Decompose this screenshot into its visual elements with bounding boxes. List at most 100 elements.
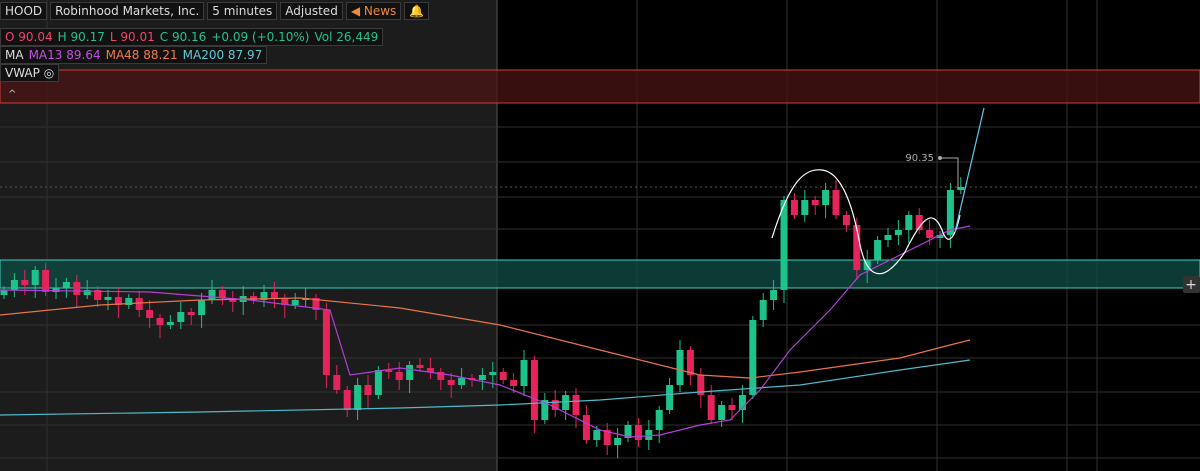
- candle-body: [187, 312, 195, 315]
- candle-body: [62, 282, 70, 288]
- candle-body: [385, 370, 393, 372]
- high: 90.17: [70, 30, 105, 44]
- candle-body: [406, 365, 414, 380]
- candle-body: [749, 320, 757, 395]
- candle-body: [229, 298, 237, 302]
- company: Robinhood Markets, Inc.: [50, 2, 205, 20]
- annotation-dot: [938, 156, 942, 160]
- drawing-curve: [771, 169, 961, 275]
- candle-body: [676, 350, 684, 385]
- resistance-zone: [0, 69, 1200, 104]
- candle-body: [541, 400, 549, 420]
- candle-body: [593, 430, 601, 440]
- ma200-line: [0, 359, 971, 416]
- low: 90.01: [120, 30, 155, 44]
- candle-body: [718, 405, 726, 420]
- quote-row: O 90.04 H 90.17 L 90.01 C 90.16 +0.09 (+…: [0, 28, 384, 46]
- studies-row: MA MA13 89.64 MA48 88.21 MA200 87.97: [0, 46, 268, 64]
- candle-body: [198, 300, 206, 315]
- candle-body: [270, 292, 278, 298]
- candle-body: [73, 282, 81, 295]
- candle-body: [510, 380, 518, 386]
- candle-body: [437, 372, 445, 380]
- candle-body: [21, 280, 29, 285]
- candle-body: [666, 385, 674, 410]
- trend-line: [954, 107, 985, 233]
- candle-body: [936, 235, 944, 238]
- volume: 26,449: [336, 30, 379, 44]
- candle-body: [822, 190, 830, 205]
- candle-body: [603, 430, 611, 445]
- open-label: O: [5, 30, 15, 44]
- candle-body: [707, 395, 715, 420]
- candle-body: [458, 378, 466, 385]
- candle-body: [894, 230, 902, 235]
- candle-body: [572, 395, 580, 415]
- candle-body: [489, 372, 497, 375]
- support-zone: [0, 259, 1200, 289]
- candle-body: [697, 375, 705, 395]
- ma-study[interactable]: MA MA13 89.64 MA48 88.21 MA200 87.97: [0, 46, 268, 64]
- candle-body: [135, 298, 143, 310]
- news-button[interactable]: ◀ News: [345, 2, 402, 20]
- ma-label: MA: [5, 48, 24, 62]
- interval[interactable]: 5 minutes: [207, 2, 278, 20]
- candle-body: [146, 310, 154, 318]
- ma13: 89.64: [66, 48, 101, 62]
- candle-body: [94, 290, 102, 300]
- candle-body: [811, 200, 819, 205]
- candle-body: [728, 405, 736, 410]
- candle-body: [291, 300, 299, 305]
- candle-body: [322, 310, 330, 375]
- candle-body: [10, 280, 18, 290]
- candle-body: [281, 298, 289, 305]
- candle-body: [884, 235, 892, 240]
- candle-body: [218, 290, 226, 298]
- volume-label: Vol: [314, 30, 333, 44]
- candle-body: [645, 430, 653, 440]
- candle-body: [853, 225, 861, 270]
- candle-body: [166, 322, 174, 325]
- candle-body: [250, 296, 258, 300]
- quote: O 90.04 H 90.17 L 90.01 C 90.16 +0.09 (+…: [0, 28, 384, 46]
- candle-body: [926, 230, 934, 238]
- collapse-icon[interactable]: ^: [8, 89, 16, 100]
- candle-body: [83, 290, 91, 295]
- ma13-label: MA13: [28, 48, 63, 62]
- candle-body: [582, 415, 590, 440]
- vwap-row: VWAP ◎: [0, 64, 60, 82]
- candle-body: [759, 300, 767, 320]
- candle-body: [156, 318, 164, 325]
- vwap-study[interactable]: VWAP ◎: [0, 64, 60, 82]
- change: +0.09 (+0.10%): [211, 30, 310, 44]
- candle-body: [0, 290, 8, 295]
- candle-body: [801, 200, 809, 215]
- low-label: L: [109, 30, 117, 44]
- candle-body: [125, 298, 133, 305]
- candle-body: [364, 385, 372, 395]
- candle-body: [832, 190, 840, 215]
- candle-body: [530, 360, 538, 420]
- alert-button[interactable]: 🔔: [404, 2, 430, 20]
- open: 90.04: [18, 30, 53, 44]
- candle-body: [770, 290, 778, 300]
- candle-body: [499, 372, 507, 380]
- symbol[interactable]: HOOD: [0, 2, 48, 20]
- candle-body: [915, 215, 923, 230]
- ma48-label: MA48: [105, 48, 140, 62]
- ma200-label: MA200: [182, 48, 225, 62]
- close: 90.16: [171, 30, 207, 44]
- add-button[interactable]: [1183, 276, 1200, 293]
- candle-body: [562, 395, 570, 410]
- candle-body: [738, 395, 746, 410]
- candle-body: [374, 370, 382, 395]
- candle-body: [52, 288, 60, 292]
- annotation-price: 90.35: [905, 153, 934, 164]
- candle-body: [42, 270, 50, 292]
- adjustment[interactable]: Adjusted: [280, 2, 343, 20]
- candle-body: [780, 200, 788, 290]
- candle-body: [104, 297, 112, 300]
- close-label: C: [159, 30, 169, 44]
